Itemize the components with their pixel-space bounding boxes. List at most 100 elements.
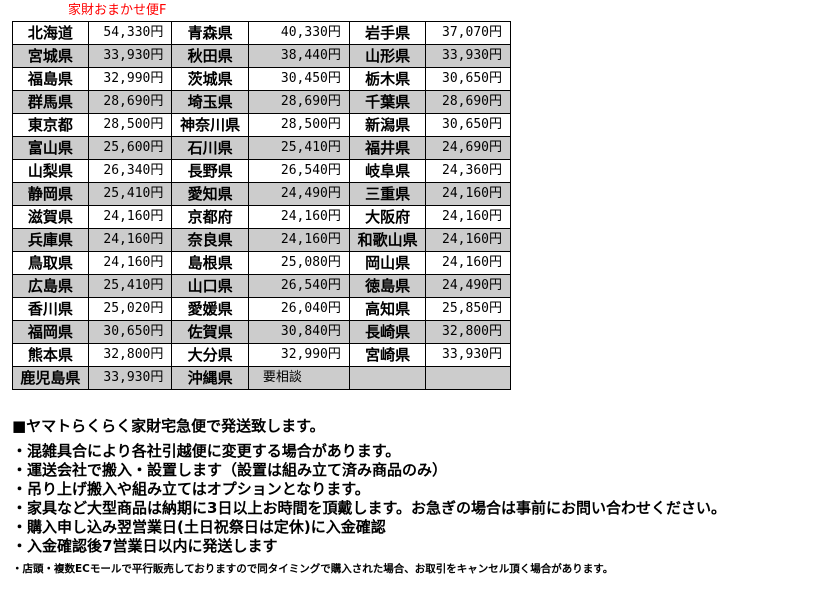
price-cell: 24,490円 bbox=[247, 182, 350, 206]
prefecture-cell: 広島県 bbox=[12, 274, 89, 298]
price-cell: 24,160円 bbox=[425, 205, 511, 229]
price-cell: 25,410円 bbox=[247, 136, 350, 160]
price-cell: 24,160円 bbox=[425, 182, 511, 206]
price-cell: 28,690円 bbox=[87, 90, 173, 114]
prefecture-cell: 沖縄県 bbox=[171, 366, 249, 390]
table-row: 宮城県 33,930円 秋田県 38,440円 山形県 33,930円 bbox=[12, 44, 511, 68]
price-cell: 24,360円 bbox=[425, 159, 511, 183]
price-cell: 24,160円 bbox=[87, 205, 173, 229]
price-cell: 24,160円 bbox=[425, 228, 511, 252]
price-cell: 32,800円 bbox=[425, 320, 511, 344]
table-row: 鹿児島県 33,930円 沖縄県 要相談 bbox=[12, 366, 511, 390]
price-cell: 54,330円 bbox=[87, 21, 173, 45]
price-cell: 24,690円 bbox=[425, 136, 511, 160]
prefecture-cell: 埼玉県 bbox=[171, 90, 249, 114]
price-cell: 要相談 bbox=[247, 366, 350, 390]
prefecture-cell: 秋田県 bbox=[171, 44, 249, 68]
prefecture-cell: 宮崎県 bbox=[348, 343, 427, 367]
prefecture-cell: 兵庫県 bbox=[12, 228, 89, 252]
table-row: 香川県 25,020円 愛媛県 26,040円 高知県 25,850円 bbox=[12, 297, 511, 321]
shipping-notes: ■ヤマトらくらく家財宅急便で発送致します。 ・混雑具合により各社引越便に変更する… bbox=[12, 416, 726, 576]
price-cell: 32,990円 bbox=[247, 343, 350, 367]
price-cell: 28,690円 bbox=[247, 90, 350, 114]
prefecture-cell: 千葉県 bbox=[348, 90, 427, 114]
price-cell: 30,840円 bbox=[247, 320, 350, 344]
table-row: 山梨県 26,340円 長野県 26,540円 岐阜県 24,360円 bbox=[12, 159, 511, 183]
price-cell: 40,330円 bbox=[247, 21, 350, 45]
price-cell: 25,410円 bbox=[87, 182, 173, 206]
price-cell: 33,930円 bbox=[87, 366, 173, 390]
prefecture-cell: 佐賀県 bbox=[171, 320, 249, 344]
table-row: 兵庫県 24,160円 奈良県 24,160円 和歌山県 24,160円 bbox=[12, 228, 511, 252]
price-cell bbox=[425, 366, 511, 390]
notes-heading: ■ヤマトらくらく家財宅急便で発送致します。 bbox=[12, 417, 325, 435]
prefecture-cell: 青森県 bbox=[171, 21, 249, 45]
prefecture-cell: 徳島県 bbox=[348, 274, 427, 298]
prefecture-cell: 長崎県 bbox=[348, 320, 427, 344]
prefecture-cell: 群馬県 bbox=[12, 90, 89, 114]
table-row: 滋賀県 24,160円 京都府 24,160円 大阪府 24,160円 bbox=[12, 205, 511, 229]
prefecture-cell: 愛知県 bbox=[171, 182, 249, 206]
price-cell: 30,650円 bbox=[425, 67, 511, 91]
table-row: 鳥取県 24,160円 島根県 25,080円 岡山県 24,160円 bbox=[12, 251, 511, 275]
price-cell: 26,540円 bbox=[247, 274, 350, 298]
table-row: 福岡県 30,650円 佐賀県 30,840円 長崎県 32,800円 bbox=[12, 320, 511, 344]
price-cell: 25,850円 bbox=[425, 297, 511, 321]
price-cell: 38,440円 bbox=[247, 44, 350, 68]
prefecture-cell: 静岡県 bbox=[12, 182, 89, 206]
prefecture-cell: 奈良県 bbox=[171, 228, 249, 252]
price-cell: 37,070円 bbox=[425, 21, 511, 45]
prefecture-cell: 岡山県 bbox=[348, 251, 427, 275]
prefecture-cell: 鹿児島県 bbox=[12, 366, 89, 390]
prefecture-cell: 新潟県 bbox=[348, 113, 427, 137]
prefecture-cell: 大阪府 bbox=[348, 205, 427, 229]
price-cell: 30,650円 bbox=[87, 320, 173, 344]
price-cell: 28,690円 bbox=[425, 90, 511, 114]
price-cell: 33,930円 bbox=[425, 343, 511, 367]
price-cell: 25,600円 bbox=[87, 136, 173, 160]
price-cell: 32,990円 bbox=[87, 67, 173, 91]
prefecture-cell: 京都府 bbox=[171, 205, 249, 229]
prefecture-cell: 山口県 bbox=[171, 274, 249, 298]
price-cell: 32,800円 bbox=[87, 343, 173, 367]
note-item: ・入金確認後7営業日以内に発送します bbox=[12, 537, 278, 555]
prefecture-cell: 石川県 bbox=[171, 136, 249, 160]
prefecture-cell: 山形県 bbox=[348, 44, 427, 68]
prefecture-cell: 岩手県 bbox=[348, 21, 427, 45]
price-cell: 25,410円 bbox=[87, 274, 173, 298]
prefecture-cell: 茨城県 bbox=[171, 67, 249, 91]
table-row: 東京都 28,500円 神奈川県 28,500円 新潟県 30,650円 bbox=[12, 113, 511, 137]
prefecture-cell: 山梨県 bbox=[12, 159, 89, 183]
prefecture-cell: 宮城県 bbox=[12, 44, 89, 68]
price-cell: 24,490円 bbox=[425, 274, 511, 298]
price-cell: 30,650円 bbox=[425, 113, 511, 137]
note-item: ・家具など大型商品は納期に3日以上お時間を頂戴します。お急ぎの場合は事前にお問い… bbox=[12, 499, 726, 517]
price-cell: 25,080円 bbox=[247, 251, 350, 275]
prefecture-cell: 岐阜県 bbox=[348, 159, 427, 183]
price-cell: 26,040円 bbox=[247, 297, 350, 321]
price-cell: 28,500円 bbox=[87, 113, 173, 137]
prefecture-cell: 高知県 bbox=[348, 297, 427, 321]
prefecture-cell: 福井県 bbox=[348, 136, 427, 160]
price-cell: 30,450円 bbox=[247, 67, 350, 91]
shipping-rate-table: 北海道 54,330円 青森県 40,330円 岩手県 37,070円 宮城県 33,930円… bbox=[12, 21, 511, 390]
prefecture-cell: 富山県 bbox=[12, 136, 89, 160]
note-item: ・購入申し込み翌営業日(土日祝祭日は定休)に入金確認 bbox=[12, 518, 386, 536]
price-cell: 24,160円 bbox=[247, 205, 350, 229]
prefecture-cell: 大分県 bbox=[171, 343, 249, 367]
prefecture-cell: 愛媛県 bbox=[171, 297, 249, 321]
prefecture-cell: 和歌山県 bbox=[348, 228, 427, 252]
prefecture-cell: 福岡県 bbox=[12, 320, 89, 344]
prefecture-cell: 三重県 bbox=[348, 182, 427, 206]
price-cell: 24,160円 bbox=[87, 228, 173, 252]
price-cell: 24,160円 bbox=[425, 251, 511, 275]
table-row: 群馬県 28,690円 埼玉県 28,690円 千葉県 28,690円 bbox=[12, 90, 511, 114]
prefecture-cell: 北海道 bbox=[12, 21, 89, 45]
prefecture-cell: 鳥取県 bbox=[12, 251, 89, 275]
price-cell: 24,160円 bbox=[87, 251, 173, 275]
note-item: ・運送会社で搬入・設置します（設置は組み立て済み商品のみ） bbox=[12, 461, 448, 479]
prefecture-cell: 香川県 bbox=[12, 297, 89, 321]
note-item: ・混雑具合により各社引越便に変更する場合があります。 bbox=[12, 442, 401, 460]
prefecture-cell: 島根県 bbox=[171, 251, 249, 275]
prefecture-cell bbox=[348, 366, 427, 390]
